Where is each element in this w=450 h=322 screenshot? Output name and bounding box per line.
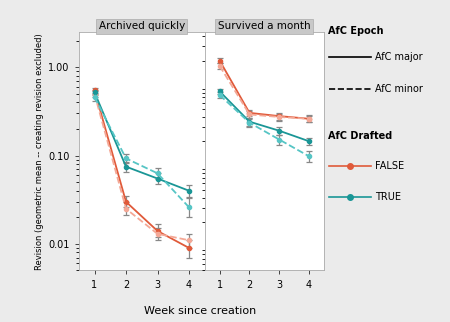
Title: Archived quickly: Archived quickly [99,22,185,32]
Text: TRUE: TRUE [375,192,400,203]
Y-axis label: Revision (geometric mean -- creating revision excluded): Revision (geometric mean -- creating rev… [35,33,44,270]
Text: AfC Drafted: AfC Drafted [328,131,393,141]
Text: AfC Epoch: AfC Epoch [328,26,384,36]
Text: FALSE: FALSE [375,161,404,171]
Text: AfC major: AfC major [375,52,422,62]
Text: AfC minor: AfC minor [375,84,423,94]
Text: Week since creation: Week since creation [144,306,256,316]
Title: Survived a month: Survived a month [218,22,310,32]
